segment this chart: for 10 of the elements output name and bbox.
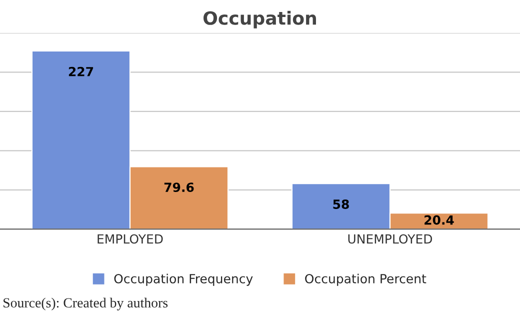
source-note: Source(s): Created by authors: [4, 298, 168, 310]
data-label: 79.6: [164, 182, 194, 192]
data-label: 58: [333, 200, 349, 209]
data-label: 227: [68, 66, 94, 76]
legend-label: Occupation Percent: [305, 274, 426, 286]
x-tick-label: EMPLOYED: [98, 234, 163, 244]
x-tick-label: UNEMPLOYED: [348, 234, 432, 244]
legend-label: Occupation Frequency: [114, 274, 253, 286]
chart-title: Occupation: [204, 10, 316, 28]
data-label: 20.4: [424, 215, 454, 225]
